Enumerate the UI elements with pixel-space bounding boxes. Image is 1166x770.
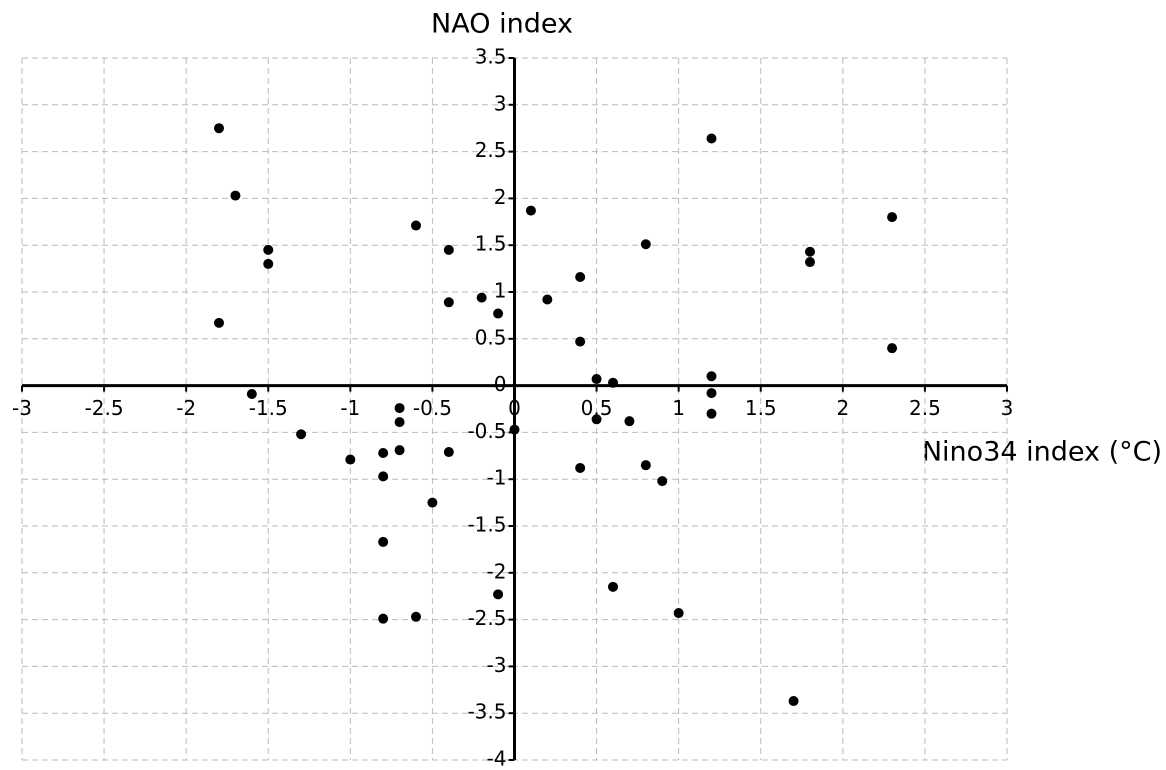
x-tick-label: 3 xyxy=(1001,396,1014,420)
point xyxy=(805,257,815,268)
point xyxy=(378,536,389,547)
point xyxy=(575,462,586,473)
y-tick-label: -3 xyxy=(487,653,507,677)
point xyxy=(805,246,815,257)
y-tick-label: -2.5 xyxy=(467,606,506,630)
point xyxy=(591,414,602,425)
point xyxy=(706,371,717,382)
point xyxy=(263,258,274,269)
point xyxy=(788,696,799,707)
point xyxy=(296,429,307,440)
x-tick-label: 1 xyxy=(672,396,685,420)
point xyxy=(443,244,454,255)
y-tick-label: 0.5 xyxy=(475,325,507,349)
point xyxy=(378,471,389,482)
point xyxy=(476,292,487,303)
point xyxy=(378,613,389,624)
point xyxy=(230,190,241,201)
point xyxy=(887,212,898,223)
point xyxy=(608,377,618,388)
x-tick-label: 2.5 xyxy=(909,396,941,420)
point xyxy=(411,611,421,622)
x-tick-label: 0 xyxy=(508,396,521,420)
point xyxy=(525,205,536,216)
point xyxy=(246,389,257,400)
point xyxy=(575,336,586,347)
y-tick-label: -2 xyxy=(487,559,507,583)
point xyxy=(443,297,454,308)
y-tick-label: -4 xyxy=(487,747,507,770)
point xyxy=(214,317,224,328)
y-tick-label: 3 xyxy=(494,91,507,115)
point xyxy=(673,608,684,619)
x-tick-label: -2 xyxy=(176,396,196,420)
x-axis-title: Nino34 index (°C) xyxy=(922,437,1162,468)
y-tick-label: -1 xyxy=(487,466,507,490)
point xyxy=(427,497,438,508)
y-axis-title: NAO index xyxy=(431,9,573,40)
y-tick-label: -0.5 xyxy=(467,419,506,443)
point xyxy=(575,272,586,283)
point xyxy=(493,589,504,600)
point xyxy=(640,460,651,471)
y-tick-label: 1 xyxy=(494,279,507,303)
x-tick-label: 2 xyxy=(836,396,849,420)
point xyxy=(263,244,274,255)
y-tick-label: 3.5 xyxy=(475,45,507,69)
x-tick-label: -1 xyxy=(340,396,360,420)
point xyxy=(509,424,520,435)
point xyxy=(706,133,717,144)
y-tick-label: 2 xyxy=(494,185,507,209)
point xyxy=(706,408,717,419)
point xyxy=(394,403,405,414)
point xyxy=(640,239,651,250)
y-tick-label: 2.5 xyxy=(475,138,507,162)
x-tick-label: -2.5 xyxy=(85,396,124,420)
x-tick-label: -0.5 xyxy=(413,396,452,420)
y-tick-label: 0 xyxy=(494,372,507,396)
point xyxy=(345,454,356,465)
y-tick-label: 1.5 xyxy=(475,232,507,256)
point xyxy=(706,388,717,399)
x-tick-label: -3 xyxy=(12,396,32,420)
point xyxy=(394,417,405,428)
point xyxy=(411,220,421,231)
point xyxy=(591,374,602,385)
point xyxy=(887,343,898,354)
y-tick-label: -1.5 xyxy=(467,513,506,537)
point xyxy=(608,581,618,592)
x-tick-label: -1.5 xyxy=(249,396,288,420)
point xyxy=(542,294,553,305)
point xyxy=(443,447,454,458)
x-tick-label: 1.5 xyxy=(745,396,777,420)
y-tick-label: -3.5 xyxy=(467,700,506,724)
point xyxy=(378,447,389,458)
point xyxy=(493,308,504,319)
point xyxy=(624,416,635,427)
point xyxy=(657,476,668,487)
point xyxy=(394,445,405,456)
point xyxy=(214,123,224,134)
